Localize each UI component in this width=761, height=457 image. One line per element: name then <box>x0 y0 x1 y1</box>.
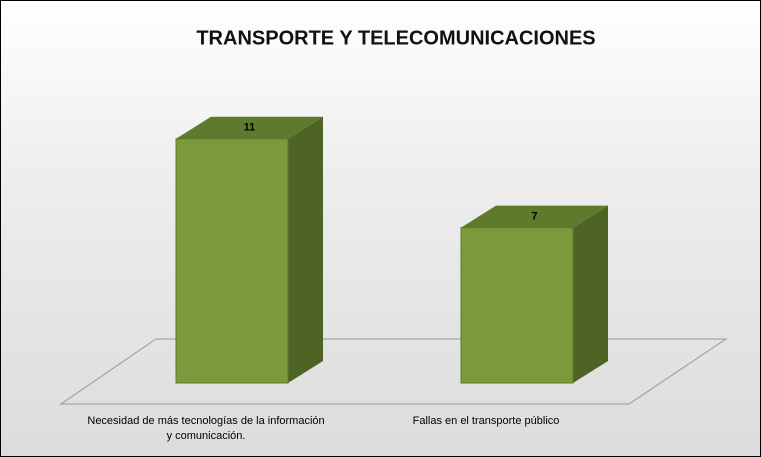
data-label: 11 <box>244 122 256 134</box>
bar <box>460 227 574 384</box>
bar-top <box>461 205 608 228</box>
data-label: 7 <box>531 211 537 223</box>
bar-side <box>288 116 323 384</box>
bar <box>175 138 289 384</box>
floor <box>59 338 728 405</box>
bar-side <box>573 205 608 383</box>
chart-title: TRANSPORTE Y TELECOMUNICACIONES <box>196 27 595 49</box>
x-tick-label: Fallas en el transporte público <box>412 415 560 427</box>
x-tick-label: Necesidad de más tecnologías de la infor… <box>87 415 325 442</box>
bar-top <box>176 116 323 139</box>
